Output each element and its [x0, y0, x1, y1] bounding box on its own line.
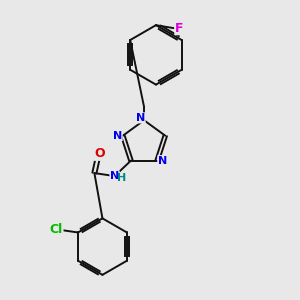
Text: F: F: [175, 22, 183, 34]
Text: Cl: Cl: [50, 223, 63, 236]
Text: N: N: [110, 171, 119, 181]
Text: N: N: [136, 113, 145, 123]
Text: N: N: [113, 131, 122, 141]
Text: O: O: [94, 147, 105, 160]
Text: N: N: [158, 156, 167, 166]
Text: H: H: [116, 173, 126, 183]
